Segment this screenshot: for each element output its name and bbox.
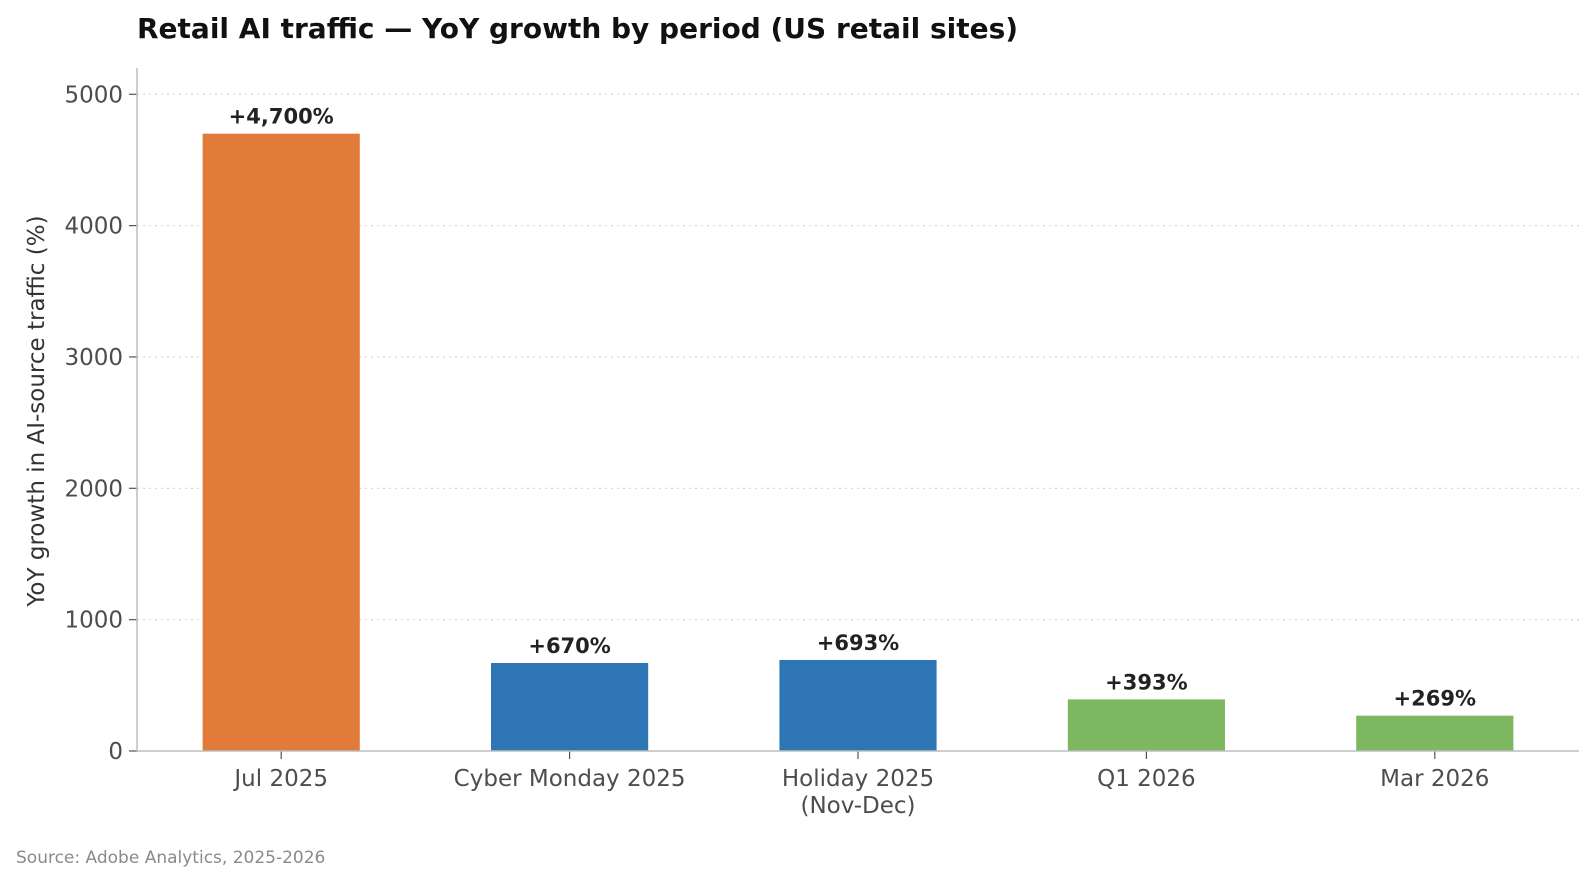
x-tick-label: Mar 2026 bbox=[1380, 766, 1489, 792]
bar bbox=[1067, 699, 1225, 751]
data-label: +269% bbox=[1394, 687, 1476, 711]
y-tick-label: 0 bbox=[108, 739, 123, 765]
x-tick-label: Cyber Monday 2025 bbox=[454, 766, 686, 792]
bar bbox=[491, 662, 649, 751]
bars bbox=[202, 133, 1514, 751]
source-note: Source: Adobe Analytics, 2025-2026 bbox=[16, 848, 325, 868]
bar bbox=[779, 659, 937, 751]
y-tick-label: 1000 bbox=[64, 608, 123, 634]
gridlines bbox=[137, 93, 1579, 621]
axes: 0 1000 2000 3000 4000 5000 Jul 2025 Cyber Monda… bbox=[64, 68, 1579, 819]
x-tick-label: Jul 2025 bbox=[232, 766, 328, 792]
y-tick-label: 3000 bbox=[64, 345, 123, 371]
bar bbox=[202, 133, 360, 751]
data-label: +670% bbox=[528, 634, 610, 658]
y-axis-label: YoY growth in AI-source traffic (%) bbox=[24, 215, 50, 607]
x-tick-label: (Nov-Dec) bbox=[800, 793, 915, 819]
y-tick-label: 5000 bbox=[64, 82, 123, 108]
data-label: +393% bbox=[1105, 670, 1187, 694]
x-tick-label: Q1 2026 bbox=[1097, 766, 1196, 792]
data-labels: +4,700% +670% +693% +393% +269% bbox=[229, 105, 1476, 711]
y-tick-label: 4000 bbox=[64, 214, 123, 240]
x-tick-label: Holiday 2025 bbox=[782, 766, 934, 792]
chart-title: Retail AI traffic — YoY growth by period… bbox=[137, 12, 1018, 45]
bar bbox=[1356, 715, 1514, 751]
data-label: +693% bbox=[817, 631, 899, 655]
y-tick-label: 2000 bbox=[64, 476, 123, 502]
data-label: +4,700% bbox=[229, 105, 334, 129]
